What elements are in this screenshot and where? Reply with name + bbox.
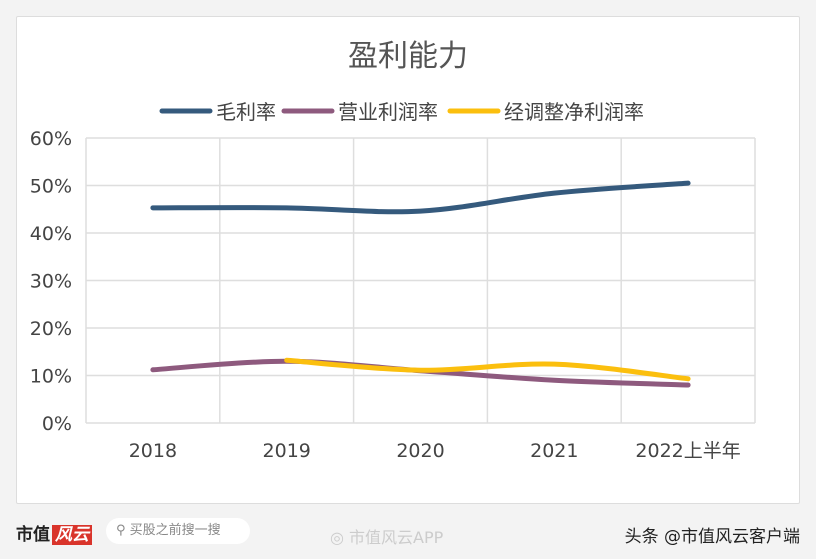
y-tick-label: 0% xyxy=(42,413,72,435)
legend-label: 经调整净利润率 xyxy=(504,100,644,124)
search-placeholder: 买股之前搜一搜 xyxy=(129,523,221,538)
x-tick-label: 2022上半年 xyxy=(635,440,740,462)
toutiao-handle: 头条 @市值风云客户端 xyxy=(624,527,800,547)
weibo-text: 市值风云APP xyxy=(349,528,444,547)
weibo-icon: ◎ xyxy=(330,528,350,547)
y-tick-label: 10% xyxy=(30,366,72,388)
search-box[interactable]: ⚲ 买股之前搜一搜 xyxy=(106,518,250,544)
x-tick-label: 2018 xyxy=(129,440,177,462)
weibo-handle: ◎ 市值风云APP xyxy=(330,524,443,548)
y-tick-label: 50% xyxy=(30,176,72,198)
y-tick-label: 20% xyxy=(30,318,72,340)
x-tick-label: 2020 xyxy=(396,440,444,462)
logo: 市值 风云 xyxy=(16,520,92,545)
y-tick-label: 30% xyxy=(30,271,72,293)
footer: 市值 风云 ⚲ 买股之前搜一搜 ◎ 市值风云APP 头条 @市值风云客户端 xyxy=(0,510,816,559)
search-icon: ⚲ xyxy=(116,523,130,538)
logo-text: 市值 xyxy=(16,525,50,545)
series-line-毛利率 xyxy=(150,180,691,215)
series-line-经调整净利润率 xyxy=(284,357,691,382)
chart-title: 盈利能力 xyxy=(348,39,468,74)
legend-label: 毛利率 xyxy=(216,100,276,124)
x-tick-label: 2019 xyxy=(263,440,311,462)
y-tick-label: 60% xyxy=(30,128,72,150)
legend-label: 营业利润率 xyxy=(338,100,438,124)
series-line-营业利润率 xyxy=(150,358,691,388)
logo-mark: 风云 xyxy=(52,525,92,545)
y-tick-label: 40% xyxy=(30,223,72,245)
x-tick-label: 2021 xyxy=(530,440,578,462)
